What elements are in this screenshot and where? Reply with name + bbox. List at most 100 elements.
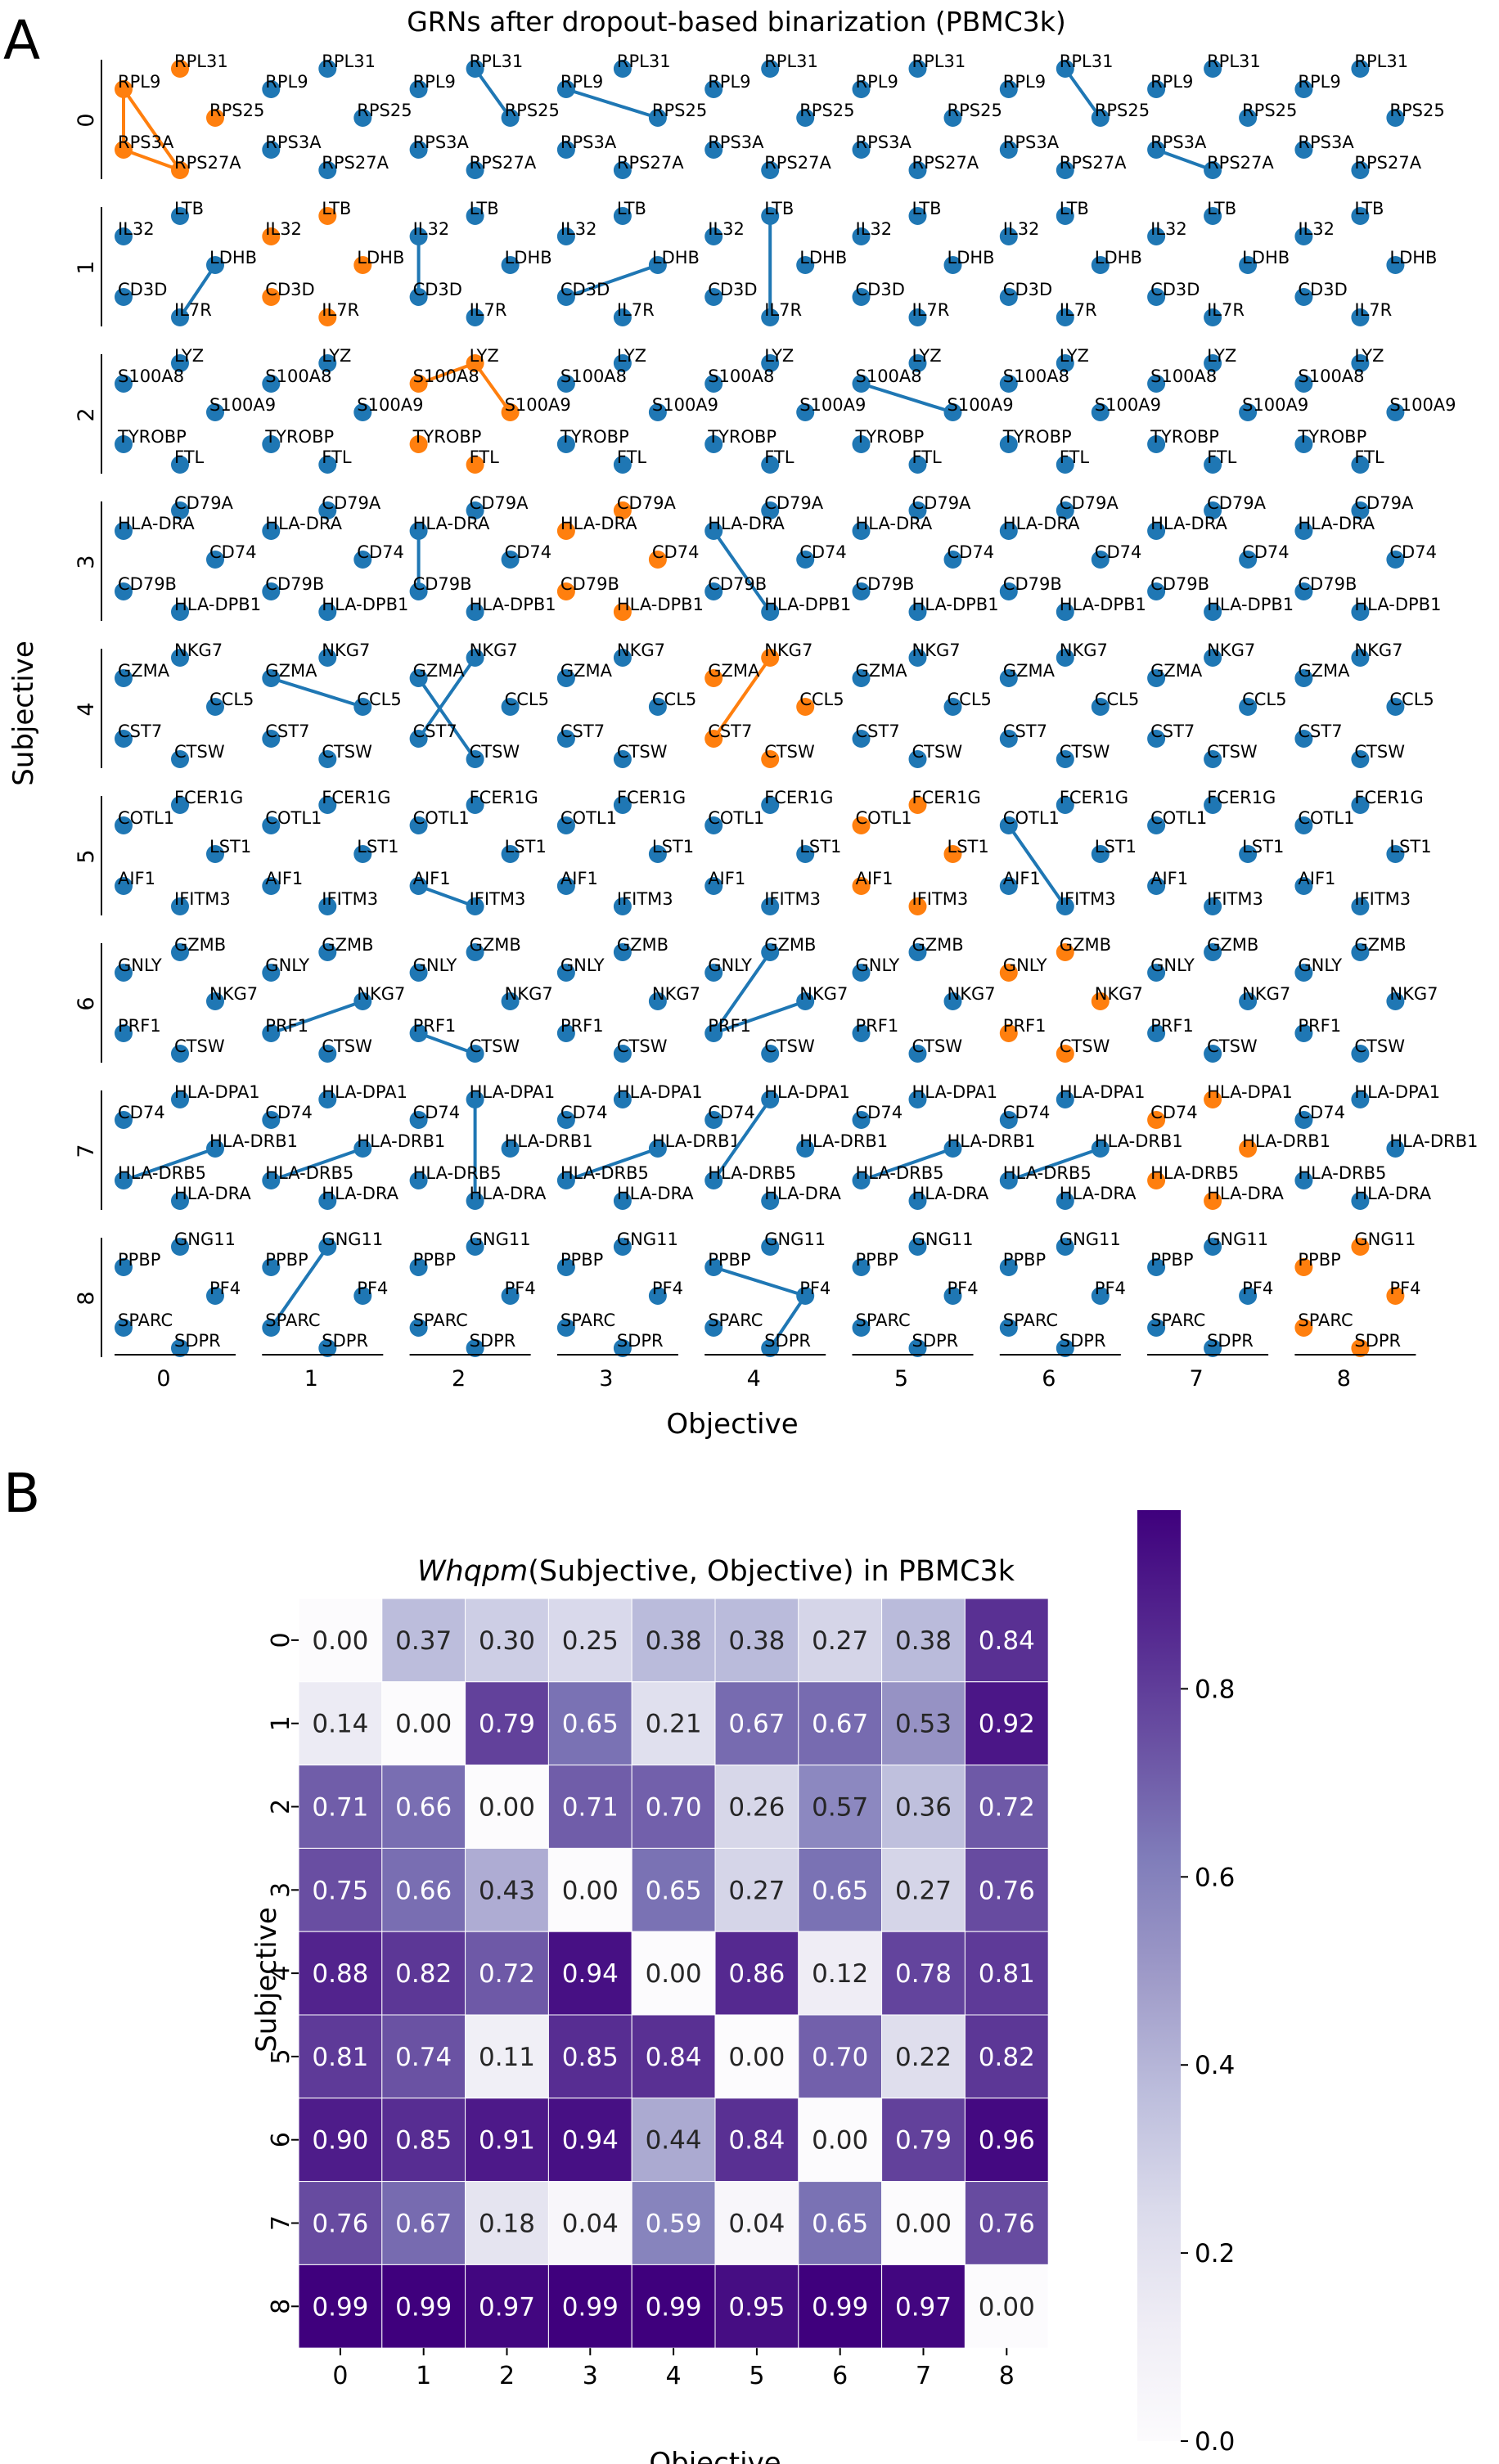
gene-label: CCL5: [209, 690, 254, 709]
heatmap-value-label: 0.78: [895, 1959, 952, 1989]
gene-node: [1294, 80, 1313, 98]
gene-label: HLA-DRA: [322, 1184, 398, 1203]
gene-node: [761, 501, 780, 519]
network-edge: [270, 677, 363, 708]
gene-node: [1386, 698, 1405, 716]
heatmap-value-label: 0.00: [812, 2126, 868, 2156]
gene-label: RPL31: [1207, 52, 1261, 71]
gene-node: [1204, 750, 1222, 768]
gene-node: [318, 1238, 337, 1256]
heatmap-value-label: 0.85: [395, 2126, 452, 2156]
gene-node: [262, 1319, 281, 1337]
gene-node: [466, 207, 484, 225]
heatmap-value-label: 0.66: [395, 1876, 452, 1905]
network-edge: [269, 1245, 329, 1329]
gene-label: TYROBP: [560, 427, 629, 447]
gene-label: HLA-DRB5: [1150, 1163, 1239, 1183]
gene-node: [171, 60, 189, 78]
gene-label: CCL5: [505, 690, 549, 709]
panel-b: B Whqpm(Subjective, Objective) in PBMC3k…: [3, 1462, 1235, 2464]
gene-node: [318, 649, 337, 667]
gene-label: LYZ: [912, 346, 942, 366]
gene-label: CD3D: [265, 280, 314, 299]
heatmap-cell: [381, 1847, 466, 1932]
gene-node: [501, 845, 520, 863]
gene-node: [1147, 964, 1166, 982]
gene-label: IL32: [413, 219, 450, 239]
gene-node: [1294, 669, 1313, 687]
gene-node: [1294, 1319, 1313, 1337]
gene-label: GNG11: [617, 1230, 678, 1249]
gene-node: [1386, 1140, 1405, 1158]
gene-label: LTB: [470, 199, 499, 218]
panel-b-title: Whqpm(Subjective, Objective) in PBMC3k: [417, 1555, 1015, 1588]
heatmap-cell: [298, 2264, 383, 2349]
gene-node: [1147, 80, 1166, 98]
gene-label: PPBP: [856, 1250, 898, 1270]
row-tick-label: 3: [74, 555, 99, 569]
gene-node: [501, 403, 520, 421]
gene-label: HLA-DPB1: [1207, 595, 1294, 614]
heatmap-value-label: 0.30: [479, 1626, 535, 1656]
gene-label: RPS3A: [413, 133, 470, 152]
heatmap-value-label: 0.37: [395, 1626, 452, 1656]
gene-node: [206, 1140, 224, 1158]
gene-node: [613, 1192, 632, 1210]
heatmap-cell: [381, 2098, 466, 2183]
gene-node: [704, 669, 723, 687]
gene-label: GZMA: [118, 661, 170, 681]
gene-label: PPBP: [1298, 1250, 1340, 1270]
gene-label: HLA-DRB1: [505, 1131, 593, 1151]
gene-node: [206, 256, 224, 274]
gene-node: [556, 435, 575, 453]
heatmap-cell: [298, 2014, 383, 2099]
gene-label: HLA-DRA: [560, 514, 637, 533]
gene-node: [171, 943, 189, 961]
gene-node: [556, 80, 575, 98]
heatmap-cell: [631, 2014, 716, 2099]
heatmap-value-label: 0.04: [562, 2210, 619, 2239]
network-edge: [1155, 148, 1213, 172]
heatmap-value-label: 0.99: [312, 2292, 368, 2322]
gene-label: GNG11: [1060, 1230, 1121, 1249]
gene-node: [908, 796, 927, 814]
gene-label: PF4: [209, 1279, 241, 1298]
gene-node: [648, 551, 667, 569]
panel-a-ylabel: Subjective: [7, 641, 40, 786]
gene-label: GNLY: [1003, 955, 1047, 975]
gene-label: NKG7: [1060, 641, 1108, 660]
gene-label: CD79A: [764, 493, 824, 513]
network-cell: LTB IL32 LDHB CD3D IL7R: [999, 199, 1142, 326]
gene-label: RPL31: [174, 52, 228, 71]
gene-label: RPS25: [1095, 101, 1150, 120]
gene-node: [262, 582, 281, 600]
row-tick-label: 4: [74, 702, 99, 716]
gene-node: [1056, 354, 1074, 372]
gene-node: [648, 1140, 667, 1158]
gene-node: [1239, 256, 1258, 274]
gene-node: [852, 1024, 871, 1042]
gene-node: [556, 522, 575, 540]
gene-label: SPARC: [1150, 1311, 1205, 1330]
heatmap-cell: [881, 1681, 966, 1766]
heatmap-cell: [881, 1931, 966, 2016]
gene-label: CTSW: [174, 1036, 225, 1056]
gene-node: [1091, 992, 1110, 1010]
gene-label: CD74: [357, 542, 404, 562]
gene-node: [466, 1192, 484, 1210]
gene-label: CCL5: [948, 690, 992, 709]
gene-node: [353, 698, 372, 716]
gene-label: CD3D: [560, 280, 610, 299]
gene-node: [796, 256, 815, 274]
gene-node: [1204, 456, 1222, 474]
gene-node: [115, 730, 133, 748]
y-tick-label: 0: [267, 1632, 295, 1648]
gene-node: [262, 730, 281, 748]
heatmap-cell: [881, 2264, 966, 2349]
